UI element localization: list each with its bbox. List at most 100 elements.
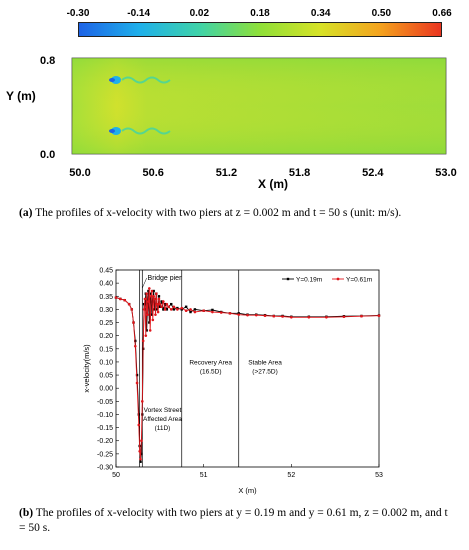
colorbar-tick: -0.14: [127, 8, 151, 19]
data-point: [152, 294, 155, 298]
data-point: [162, 308, 165, 311]
x-tick-label: 50.6: [142, 167, 163, 179]
data-point: [157, 295, 161, 298]
data-point: [150, 289, 154, 293]
data-point: [180, 308, 183, 311]
colorbar-tick: 0.50: [371, 8, 392, 19]
data-point: [119, 297, 122, 301]
y-tick-label: -0.05: [97, 399, 113, 406]
data-point: [157, 297, 161, 301]
annotation-stable-area: (>27.5D): [252, 369, 277, 376]
y-tick-label: -0.30: [97, 465, 113, 472]
data-point: [193, 308, 197, 311]
data-point: [142, 308, 146, 311]
legend-marker: [286, 277, 290, 281]
data-point: [158, 302, 162, 306]
y-tick-label: -0.10: [97, 412, 113, 419]
y-tick-label: -0.25: [97, 451, 113, 458]
data-point: [290, 315, 293, 319]
y-tick-label: 0.00: [99, 386, 113, 393]
data-point: [160, 305, 163, 309]
colorbar-tick: 0.66: [432, 8, 452, 19]
data-point: [148, 321, 151, 324]
x-tick-label: 51: [200, 472, 208, 479]
data-point: [219, 311, 223, 314]
annotation-vortex-area: Vortex Street: [144, 407, 182, 414]
colorbar: -0.30 -0.14 0.02 0.18 0.34 0.50 0.66: [0, 0, 469, 50]
legend-label: Y=0.19m: [296, 277, 322, 284]
data-point: [133, 344, 137, 348]
data-point: [127, 302, 131, 306]
caption-b-tag: (b): [19, 507, 34, 519]
y-tick-label: 0.35: [99, 294, 113, 301]
data-point: [184, 309, 188, 313]
data-point: [145, 292, 148, 295]
data-point: [130, 308, 134, 311]
y-axis-label: Y (m): [6, 89, 36, 103]
pier-wake-bottom: [109, 127, 171, 135]
data-point: [123, 298, 127, 302]
data-point: [143, 297, 147, 301]
data-point: [155, 292, 158, 295]
data-point: [172, 308, 176, 311]
y-tick-bottom: 0.0: [40, 149, 55, 161]
y-tick-label: 0.25: [99, 320, 113, 327]
data-point: [147, 289, 150, 293]
data-point: [147, 300, 150, 303]
data-point: [189, 310, 192, 314]
data-point: [137, 423, 141, 427]
data-point: [132, 321, 135, 324]
x-tick-label: 52: [287, 472, 295, 479]
x-tick-label: 50.0: [69, 167, 90, 179]
data-point: [148, 297, 152, 301]
data-point: [149, 294, 153, 298]
x-axis-label: X (m): [258, 177, 288, 191]
data-point: [145, 329, 148, 332]
x-tick-label: 52.4: [362, 167, 384, 179]
annotation-recovery-area: Recovery Area: [189, 360, 232, 367]
data-point: [158, 305, 162, 308]
colorbar-gradient: [78, 22, 442, 37]
data-point: [160, 300, 163, 303]
data-point: [141, 400, 144, 403]
data-point: [141, 339, 145, 343]
data-point: [139, 457, 142, 461]
y-tick-label: 0.40: [99, 281, 113, 288]
data-point: [237, 312, 240, 315]
data-point: [156, 310, 160, 314]
colorbar-tick: 0.02: [189, 8, 210, 19]
colorbar-tick: -0.30: [66, 8, 90, 19]
data-point: [176, 306, 179, 310]
data-point: [153, 297, 156, 301]
annotation-vortex-area: (11D): [155, 425, 171, 432]
line-chart: 0.45 0.40 0.35 0.30 0.25 0.20 0.15 0.10 0.05 0.00…: [82, 268, 383, 496]
data-point: [246, 313, 249, 317]
data-point: [146, 313, 149, 316]
data-point: [163, 302, 167, 306]
data-point: [176, 308, 179, 311]
data-point: [140, 452, 143, 456]
legend-label: Y=0.61m: [346, 277, 372, 284]
data-point: [193, 310, 197, 314]
y-tick-label: 0.20: [99, 333, 113, 340]
data-point: [150, 313, 154, 316]
annotation-pointer: [142, 277, 147, 289]
velocity-contour-plot: Y (m) 0.8 0.0 50.0 50.6 51.2 51.8 52.4 53.0 X…: [6, 55, 457, 191]
y-tick-label: 0.15: [99, 346, 113, 353]
data-point: [156, 308, 159, 311]
x-tick-label: 51.8: [289, 167, 310, 179]
data-point: [254, 313, 258, 317]
data-point: [114, 296, 118, 299]
data-point: [154, 313, 157, 316]
y-tick-label: 0.05: [99, 373, 113, 380]
data-point: [202, 309, 205, 313]
caption-a: (a) The profiles of x-velocity with two …: [19, 206, 451, 221]
data-point: [281, 315, 284, 318]
data-point: [140, 439, 143, 443]
data-point: [139, 460, 142, 463]
data-point: [165, 302, 169, 306]
data-point: [211, 308, 214, 312]
data-point: [165, 308, 169, 311]
x-axis-label: X (m): [238, 486, 257, 495]
pier-wake-top: [109, 76, 171, 84]
